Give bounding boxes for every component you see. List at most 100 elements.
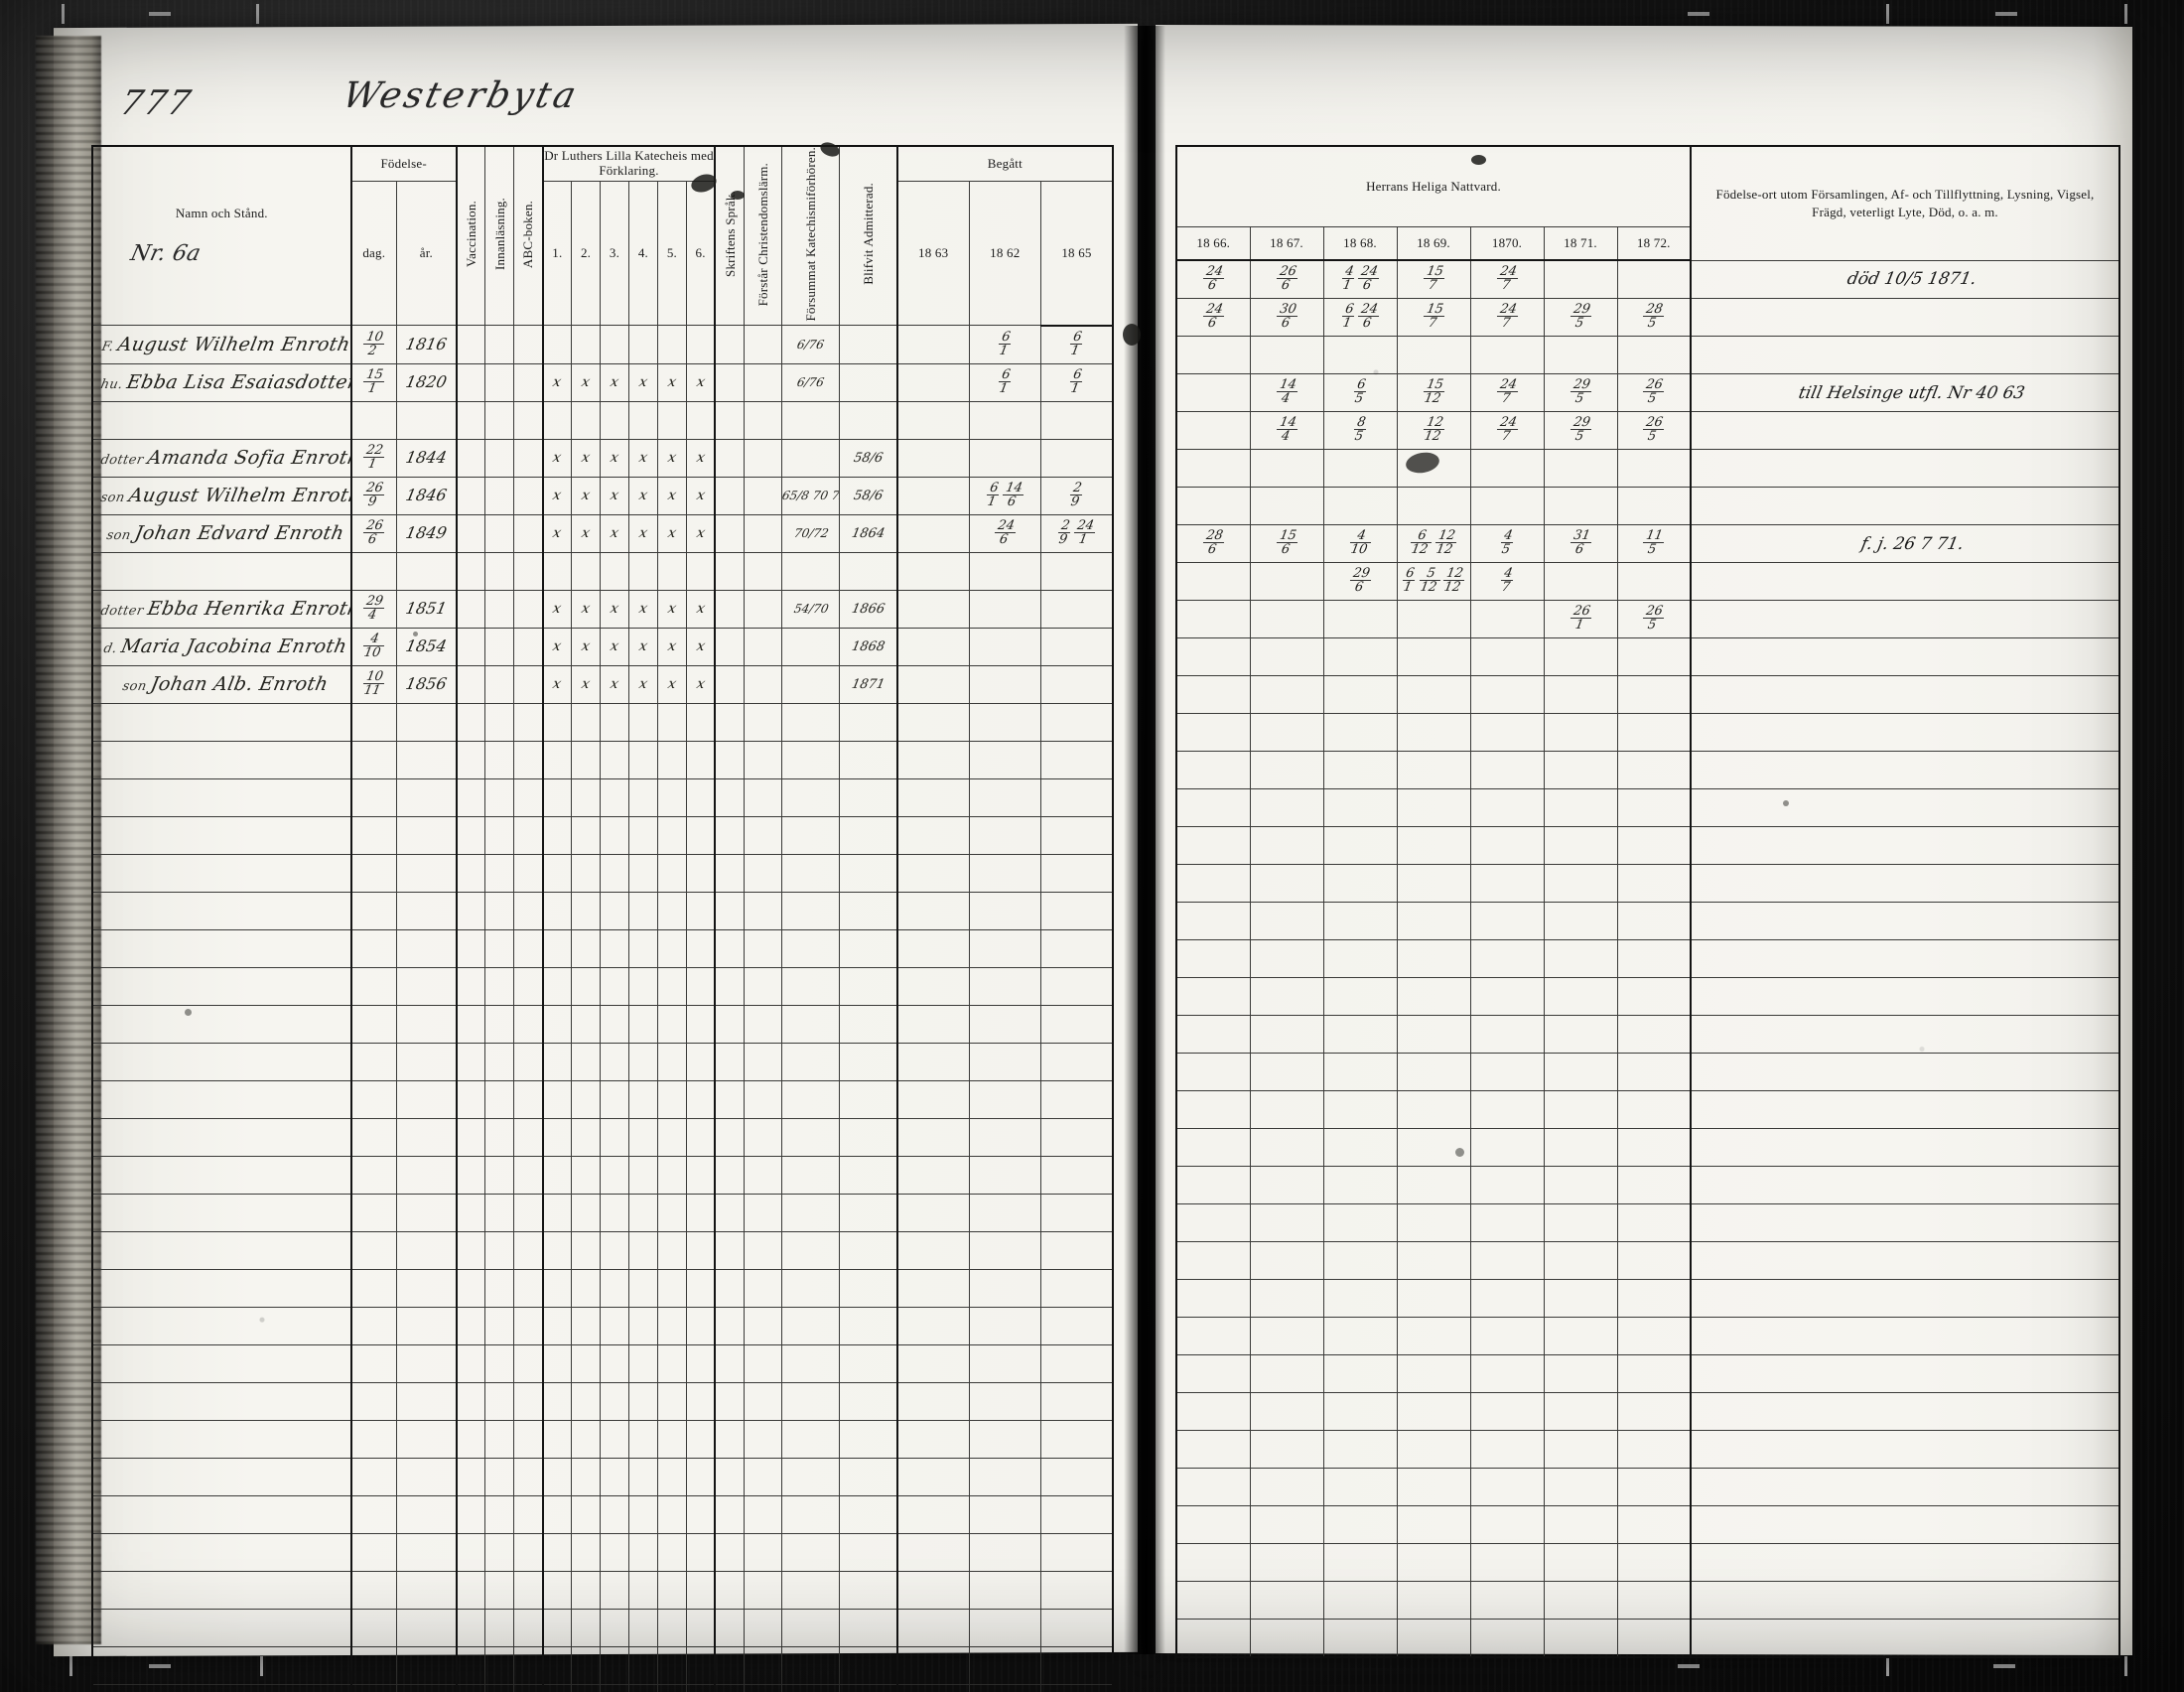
table-row-empty[interactable] [91, 1230, 1114, 1270]
note-cell[interactable] [1690, 1317, 2120, 1355]
note-cell[interactable] [1690, 1543, 2120, 1582]
table-row-empty[interactable] [91, 853, 1114, 893]
table-row-empty[interactable] [91, 1004, 1114, 1044]
table-row-empty[interactable] [1175, 1581, 2120, 1620]
note-cell[interactable] [1690, 1090, 2120, 1129]
table-row-empty[interactable] [1175, 1392, 2120, 1431]
table-row-empty[interactable] [91, 1494, 1114, 1534]
table-row-empty[interactable] [91, 1079, 1114, 1119]
table-row-empty[interactable] [91, 966, 1114, 1006]
table-row-empty[interactable] [1175, 1279, 2120, 1318]
table-row-empty[interactable] [1175, 826, 2120, 865]
note-cell[interactable] [1690, 977, 2120, 1016]
table-row-empty[interactable] [91, 1532, 1114, 1572]
table-row-empty[interactable] [1175, 675, 2120, 714]
table-row[interactable]: 24 6 30 6 6 1 24 6 15 7 24 7 29 5 28 5 [1175, 298, 2120, 337]
table-row-empty[interactable] [91, 928, 1114, 968]
table-row[interactable]: 26 1 26 5 [1175, 600, 2120, 638]
note-cell[interactable]: till Helsinge utfl. Nr 40 63 [1690, 373, 2120, 412]
table-row[interactable] [91, 400, 1114, 440]
note-cell[interactable] [1690, 864, 2120, 903]
note-cell[interactable] [1690, 1392, 2120, 1431]
note-cell[interactable] [1690, 1581, 2120, 1620]
table-row-empty[interactable] [91, 1381, 1114, 1421]
note-cell[interactable] [1690, 1128, 2120, 1167]
table-row-empty[interactable] [1175, 1317, 2120, 1355]
table-row-empty[interactable] [1175, 977, 2120, 1016]
table-row[interactable]: sonJohan Alb. Enroth 10 11 1856 x x x x x x 1871 [91, 664, 1114, 704]
table-row-empty[interactable] [1175, 1241, 2120, 1280]
table-row-empty[interactable] [1175, 939, 2120, 978]
note-cell[interactable] [1690, 1430, 2120, 1469]
table-row[interactable]: sonJohan Edvard Enroth 26 6 1849 x x x x x x 70/72… [91, 513, 1114, 553]
note-cell[interactable] [1690, 902, 2120, 940]
table-row-empty[interactable] [1175, 1468, 2120, 1506]
note-cell[interactable] [1690, 1505, 2120, 1544]
note-cell[interactable] [1690, 1619, 2120, 1658]
table-row-empty[interactable] [1175, 1128, 2120, 1167]
note-cell[interactable] [1690, 487, 2120, 525]
table-row[interactable]: 24 6 26 6 4 1 24 6 15 7 24 7 död 10/5 1871. [1175, 259, 2120, 299]
table-row[interactable]: F.August Wilhelm Enroth 10 2 1816 6/76 6 1 6 1 [91, 325, 1114, 364]
note-cell[interactable] [1690, 1015, 2120, 1054]
table-row-empty[interactable] [1175, 1053, 2120, 1091]
table-row-empty[interactable] [1175, 1203, 2120, 1242]
note-cell[interactable] [1690, 1468, 2120, 1506]
note-cell[interactable] [1690, 713, 2120, 752]
table-row-empty[interactable] [91, 1343, 1114, 1383]
table-row-empty[interactable] [1175, 1619, 2120, 1658]
table-row-empty[interactable] [91, 702, 1114, 742]
table-row-empty[interactable] [1175, 1543, 2120, 1582]
table-row-empty[interactable] [91, 1193, 1114, 1232]
table-row-empty[interactable] [1175, 788, 2120, 827]
note-cell[interactable] [1690, 336, 2120, 374]
table-row-empty[interactable] [1175, 1090, 2120, 1129]
note-cell[interactable] [1690, 411, 2120, 450]
table-row-empty[interactable] [1175, 1505, 2120, 1544]
table-row[interactable]: 28 6 15 6 4 10 6 12 12 12 4 5 31 6 11 5 f. j. 26 7 71. [1175, 524, 2120, 563]
table-row[interactable] [1175, 449, 2120, 488]
table-row-empty[interactable] [91, 1268, 1114, 1308]
note-cell[interactable] [1690, 562, 2120, 601]
note-cell[interactable] [1690, 1166, 2120, 1204]
table-row-empty[interactable] [91, 1608, 1114, 1647]
table-row-empty[interactable] [1175, 751, 2120, 789]
table-row-empty[interactable] [1175, 864, 2120, 903]
note-cell[interactable] [1690, 1354, 2120, 1393]
table-row[interactable]: sonAugust Wilhelm Enroth 26 9 1846 x x x x x x 65/… [91, 476, 1114, 515]
table-row-empty[interactable] [91, 1645, 1114, 1685]
table-row[interactable] [1175, 336, 2120, 374]
table-row-empty[interactable] [1175, 1354, 2120, 1393]
table-row-empty[interactable] [1175, 902, 2120, 940]
table-row-empty[interactable] [91, 891, 1114, 930]
table-row-empty[interactable] [91, 1155, 1114, 1195]
table-row-empty[interactable] [1175, 713, 2120, 752]
table-row-empty[interactable] [1175, 1430, 2120, 1469]
note-cell[interactable] [1690, 1053, 2120, 1091]
table-row-empty[interactable] [1175, 637, 2120, 676]
table-row[interactable]: 14 4 6 5 15 12 24 7 29 5 26 5 till Helsinge utfl. Nr… [1175, 373, 2120, 412]
note-cell[interactable] [1690, 1241, 2120, 1280]
note-cell[interactable] [1690, 788, 2120, 827]
note-cell[interactable] [1690, 449, 2120, 488]
table-row-empty[interactable] [91, 1419, 1114, 1459]
note-cell[interactable] [1690, 600, 2120, 638]
note-cell[interactable] [1690, 751, 2120, 789]
note-cell[interactable] [1690, 675, 2120, 714]
table-row-empty[interactable] [91, 1457, 1114, 1496]
table-row-empty[interactable] [91, 1570, 1114, 1610]
note-cell[interactable] [1690, 1203, 2120, 1242]
table-row[interactable]: dotterEbba Henrika Enroth 29 4 1851 x x x x x x 54… [91, 589, 1114, 629]
note-cell[interactable] [1690, 1279, 2120, 1318]
table-row-empty[interactable] [91, 777, 1114, 817]
table-row-empty[interactable] [1175, 1015, 2120, 1054]
table-row[interactable]: 14 4 8 5 12 12 24 7 29 5 26 5 [1175, 411, 2120, 450]
table-row[interactable]: d.Maria Jacobina Enroth 4 10 1854 x x x x x x 1868 [91, 627, 1114, 666]
table-row[interactable]: hu.Ebba Lisa Esaiasdotter 15 1 1820 x x x x x x 6/… [91, 362, 1114, 402]
note-cell[interactable] [1690, 637, 2120, 676]
table-row[interactable] [1175, 487, 2120, 525]
table-row-empty[interactable] [91, 1306, 1114, 1345]
table-row-empty[interactable] [1175, 1166, 2120, 1204]
table-row[interactable]: 29 6 6 1 5 12 12 12 4 7 [1175, 562, 2120, 601]
table-row-empty[interactable] [91, 815, 1114, 855]
